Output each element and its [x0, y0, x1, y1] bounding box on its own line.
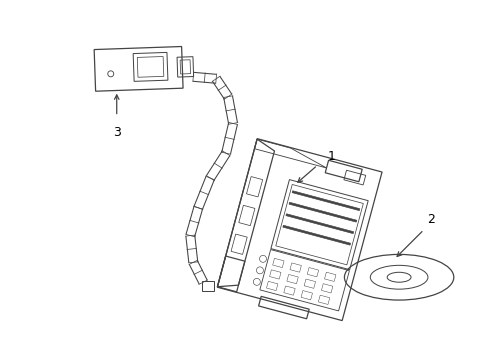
Polygon shape	[291, 191, 359, 211]
Text: 1: 1	[327, 150, 335, 163]
Text: 2: 2	[426, 213, 434, 226]
Polygon shape	[282, 225, 350, 245]
Text: 3: 3	[113, 126, 121, 139]
Polygon shape	[288, 202, 356, 222]
Polygon shape	[285, 214, 353, 234]
